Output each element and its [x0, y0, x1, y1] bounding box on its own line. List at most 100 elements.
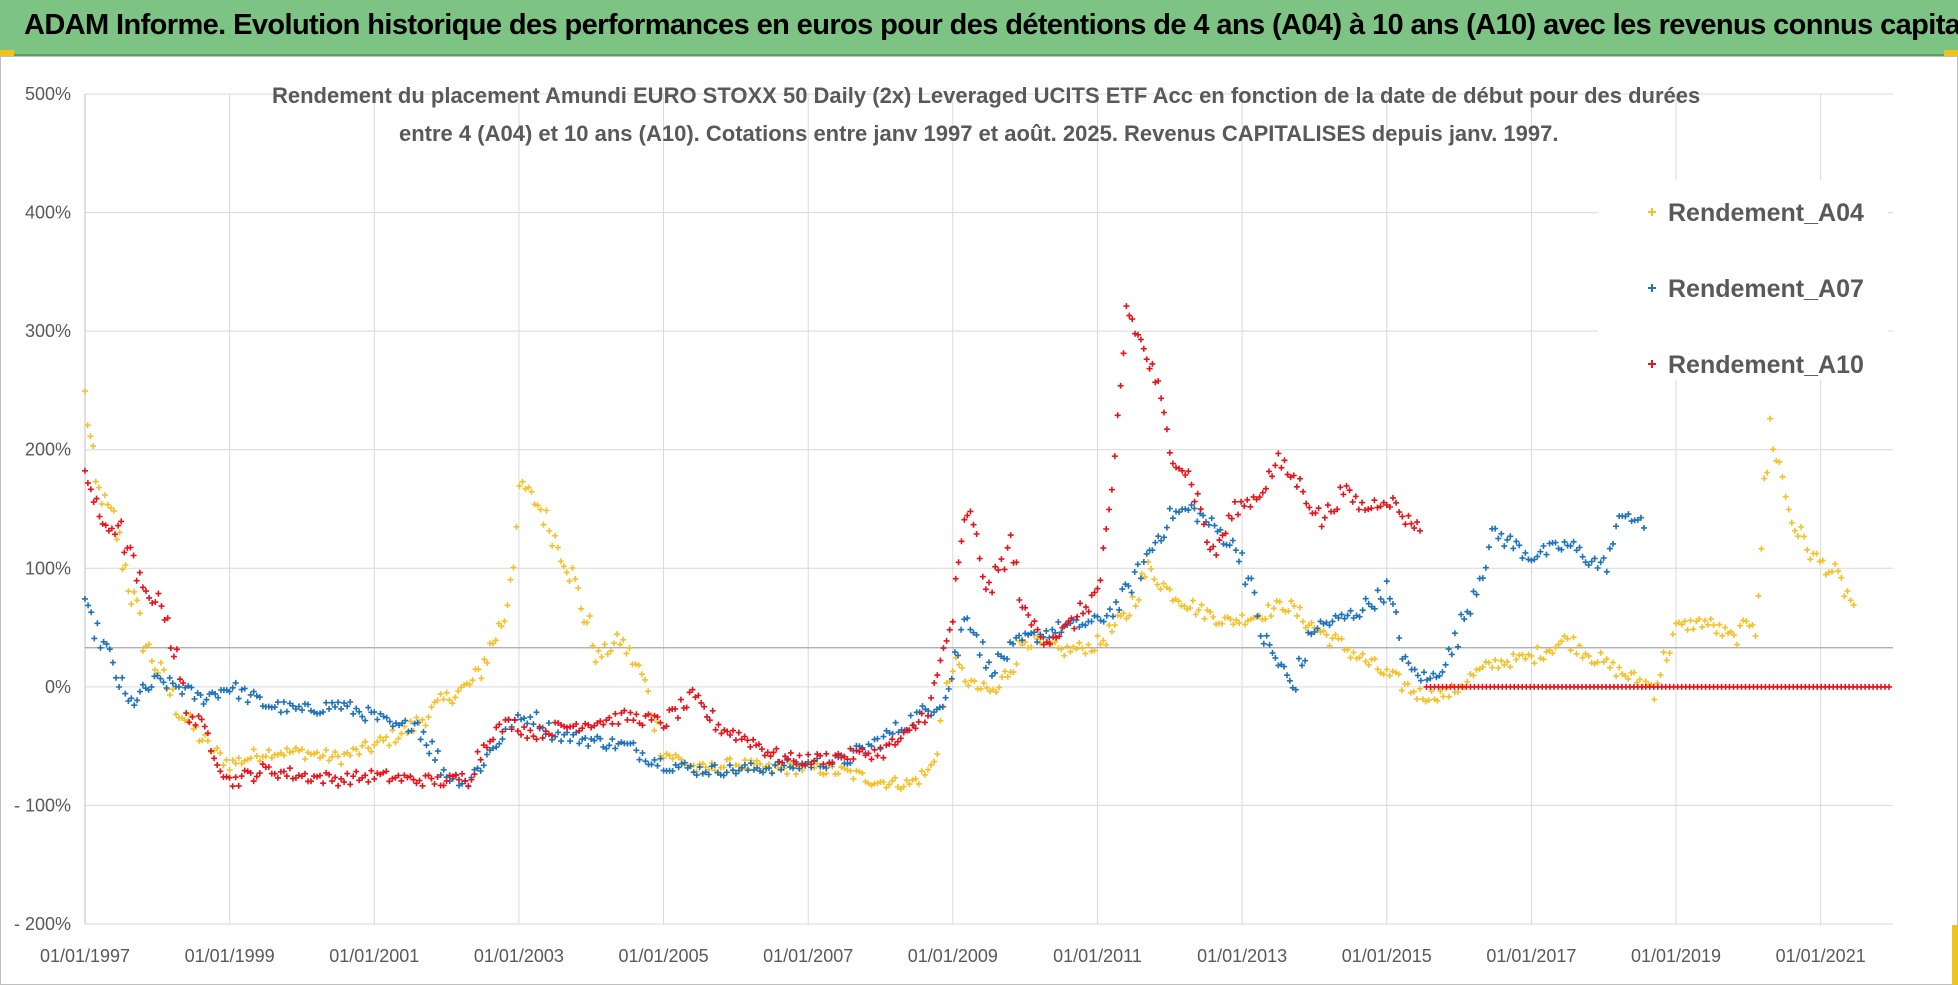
data-point [925, 766, 931, 773]
data-point [268, 754, 275, 761]
data-point [1479, 664, 1486, 670]
data-point [880, 779, 887, 785]
data-point [732, 737, 739, 744]
data-point [1663, 657, 1670, 664]
data-point [1266, 641, 1273, 648]
data-point [946, 626, 953, 633]
data-point [514, 728, 521, 735]
data-point [645, 711, 652, 718]
data-point [823, 770, 830, 777]
data-point [1504, 658, 1511, 665]
data-point [995, 651, 1001, 658]
data-point [487, 747, 493, 754]
data-point [724, 728, 731, 735]
data-point [1152, 539, 1159, 546]
data-point [299, 746, 305, 753]
data-point [1383, 578, 1390, 585]
data-point [796, 752, 803, 759]
data-point [1097, 577, 1104, 584]
data-point [1079, 645, 1086, 652]
data-point [1501, 661, 1508, 668]
data-point [93, 495, 100, 502]
data-point [1211, 522, 1218, 529]
data-point [1371, 605, 1378, 612]
data-point [1641, 524, 1647, 531]
data-point [169, 680, 176, 687]
data-point [552, 532, 559, 539]
data-point [1262, 485, 1269, 492]
data-point [764, 749, 771, 756]
data-point [1390, 494, 1396, 501]
data-point [1329, 635, 1336, 642]
data-point [496, 721, 503, 728]
data-point [194, 689, 201, 696]
data-point [1169, 460, 1176, 467]
data-point [1395, 671, 1402, 678]
data-point [1537, 548, 1544, 555]
data-point [784, 756, 791, 763]
data-point [962, 678, 969, 685]
data-point [1411, 525, 1418, 532]
data-point [1216, 537, 1223, 544]
data-point [1819, 557, 1826, 564]
data-point [173, 646, 180, 653]
data-point [377, 710, 384, 717]
data-point [1259, 489, 1266, 496]
data-point [1140, 345, 1147, 352]
data-point [161, 617, 168, 623]
data-point [1129, 593, 1136, 600]
data-point [877, 744, 884, 751]
data-point [1673, 620, 1679, 627]
data-point [145, 641, 152, 648]
data-point [1275, 662, 1282, 669]
data-point [1377, 595, 1384, 602]
data-point [871, 746, 878, 753]
data-point [779, 759, 786, 766]
data-point [332, 774, 339, 781]
data-point [1058, 646, 1065, 652]
data-point [595, 647, 602, 654]
data-point [1555, 545, 1562, 552]
data-point [1290, 472, 1297, 479]
data-point [1286, 677, 1293, 684]
data-point [753, 742, 760, 749]
data-point [982, 586, 989, 593]
data-point [1461, 616, 1468, 623]
data-point [314, 749, 320, 756]
data-point [1111, 622, 1118, 629]
data-point [1610, 540, 1616, 547]
data-point [536, 723, 543, 730]
data-point [203, 696, 210, 703]
data-point [483, 751, 490, 758]
data-point [921, 771, 928, 778]
data-point [785, 755, 791, 762]
data-point [1097, 641, 1104, 648]
data-point [1702, 617, 1708, 624]
data-point [1272, 462, 1279, 469]
data-point [1289, 684, 1296, 691]
data-point [1158, 395, 1165, 402]
data-point [982, 664, 989, 671]
data-point [964, 512, 971, 519]
data-point [226, 774, 233, 781]
data-point [1622, 672, 1629, 679]
data-point [407, 773, 414, 780]
data-point [1433, 674, 1440, 681]
data-point [1582, 650, 1589, 657]
data-point [487, 738, 493, 745]
data-point [1368, 505, 1375, 512]
data-point [784, 771, 791, 777]
data-point [105, 527, 112, 534]
data-point [1356, 613, 1363, 620]
data-point [636, 756, 643, 763]
data-point [1287, 474, 1294, 481]
data-point [332, 703, 339, 710]
data-point [335, 753, 342, 760]
data-point [1284, 672, 1290, 679]
data-point [471, 771, 478, 778]
x-tick-label: 01/01/2009 [908, 946, 998, 966]
data-point [449, 700, 456, 707]
data-point [428, 704, 435, 711]
data-point [630, 717, 637, 724]
data-point [1004, 673, 1011, 680]
